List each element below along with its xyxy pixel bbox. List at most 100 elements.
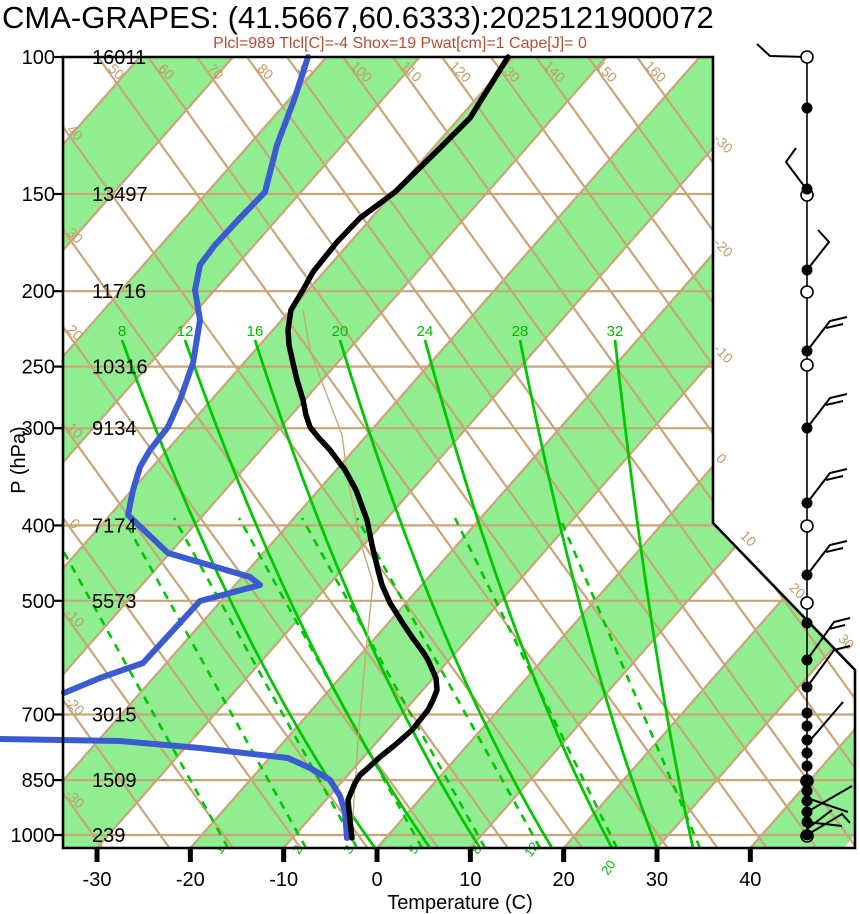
wind-barb <box>806 540 848 576</box>
sounding-indices-label: Plcl=989 Tlcl[C]=-4 Shox=19 Pwat[cm]=1 C… <box>213 35 587 52</box>
wind-level-circle <box>800 596 814 610</box>
isotherm-line <box>63 57 328 848</box>
wind-level-dot <box>801 264 813 276</box>
isotherm-line <box>96 57 794 848</box>
wind-barb <box>806 812 851 836</box>
temperature-trace <box>285 54 511 841</box>
wind-barb <box>806 809 833 830</box>
wind-barb <box>784 147 808 191</box>
page-title: CMA-GRAPES: (41.5667,60.6333):2025121900… <box>2 0 714 35</box>
wind-level-dot <box>801 816 813 828</box>
dry-adiabat-line <box>246 57 818 848</box>
wind-barb <box>825 475 844 481</box>
moist-adiabat-curve <box>613 339 695 848</box>
temperature-tick-label: 40 <box>739 869 761 891</box>
isotherm-line <box>63 57 608 848</box>
height-label: 9134 <box>92 418 137 440</box>
moist-adiabat-label: 16 <box>247 323 264 340</box>
isotherm-label: -10 <box>711 341 737 367</box>
wind-level-dot <box>801 617 813 629</box>
moist-adiabat-curve <box>518 339 659 848</box>
dry-adiabat-line <box>286 57 855 848</box>
mixing-ratio-line <box>63 517 230 848</box>
wind-level-dot <box>801 102 813 114</box>
dewpoint-trace-lower <box>0 736 350 841</box>
height-label: 13497 <box>92 184 148 206</box>
y-axis-title: P (hPa) <box>8 426 30 493</box>
moist-adiabat-curve <box>338 339 554 848</box>
axis-ticks <box>53 55 753 862</box>
isotherm-band <box>63 57 607 848</box>
wind-level-dot <box>801 707 813 719</box>
temperature-tick-label: 10 <box>459 869 481 891</box>
dry-adiabat-line <box>63 57 369 848</box>
isotherm-line <box>656 57 855 848</box>
pressure-tick-label: 150 <box>22 184 55 206</box>
wind-barb <box>806 393 848 429</box>
moist-adiabat-label: 8 <box>118 323 126 340</box>
dry-adiabat-line <box>63 57 234 848</box>
isotherm-line <box>282 57 855 848</box>
pressure-tick-label: 500 <box>22 591 55 613</box>
isotherm-line <box>63 57 234 848</box>
mixing-ratio-line <box>300 517 487 848</box>
wind-barb <box>806 617 851 661</box>
temperature-tick-label: 30 <box>646 869 668 891</box>
temperature-tick-label: -20 <box>176 869 205 891</box>
temperature-tick-label: 20 <box>553 869 575 891</box>
pressure-tick-label: 100 <box>22 47 55 69</box>
wind-barb <box>828 624 846 630</box>
wind-barb <box>806 229 831 271</box>
mixing-ratio-line <box>172 517 359 848</box>
temperature-tick-label: 0 <box>371 869 382 891</box>
temperature-tick-label: -30 <box>83 869 112 891</box>
wind-level-circle <box>800 519 814 533</box>
moist-adiabat-label: 32 <box>607 323 624 340</box>
pressure-tick-label: 200 <box>22 281 55 303</box>
isotherm-line <box>63 57 421 848</box>
height-label: 11716 <box>92 281 146 303</box>
pressure-tick-label: 300 <box>22 418 55 440</box>
moist-adiabat-curve <box>253 339 482 848</box>
mixing-ratio-line <box>237 517 424 848</box>
pressure-tick-label: 850 <box>22 770 55 792</box>
height-label: 3015 <box>92 704 137 726</box>
isotherm-line <box>562 57 855 848</box>
wind-level-dot <box>801 829 813 841</box>
isotherm-label: 0 <box>713 450 730 467</box>
wind-barb <box>806 701 844 745</box>
dry-adiabat-line <box>63 57 171 848</box>
dry-adiabat-line <box>392 57 855 848</box>
moist-adiabat-curve <box>183 339 432 848</box>
isotherm-label: -30 <box>711 131 737 157</box>
dry-adiabat-line <box>196 57 768 848</box>
dry-adiabat-label: 0 <box>67 515 84 532</box>
wind-barb-column <box>756 43 853 843</box>
pressure-tick-label: 1000 <box>11 825 56 847</box>
dry-adiabat-label: 80 <box>254 60 276 82</box>
wind-level-dot <box>801 734 813 746</box>
wind-level-dot <box>801 681 813 693</box>
wind-barb <box>756 43 808 58</box>
height-label: 1509 <box>92 770 137 792</box>
moist-adiabat-curve <box>423 339 614 848</box>
wind-level-dot <box>801 422 813 434</box>
moist-adiabat-label: 20 <box>332 323 349 340</box>
wind-level-circle <box>800 285 814 299</box>
mixing-ratio-label: 12 <box>521 839 542 859</box>
dry-adiabat-line <box>63 57 584 848</box>
dry-adiabat-line <box>147 57 719 848</box>
dry-adiabat-label: 160 <box>642 58 670 86</box>
wind-level-dot <box>801 654 813 666</box>
dry-adiabat-line <box>63 57 302 848</box>
pressure-tick-label: 400 <box>22 515 55 537</box>
isotherm-label: 10 <box>737 527 759 549</box>
height-label: 10316 <box>92 357 148 379</box>
moist-adiabat-labels: 8 12 16 20 24 28 32 <box>118 323 624 340</box>
pressure-tick-label: 250 <box>22 357 55 379</box>
